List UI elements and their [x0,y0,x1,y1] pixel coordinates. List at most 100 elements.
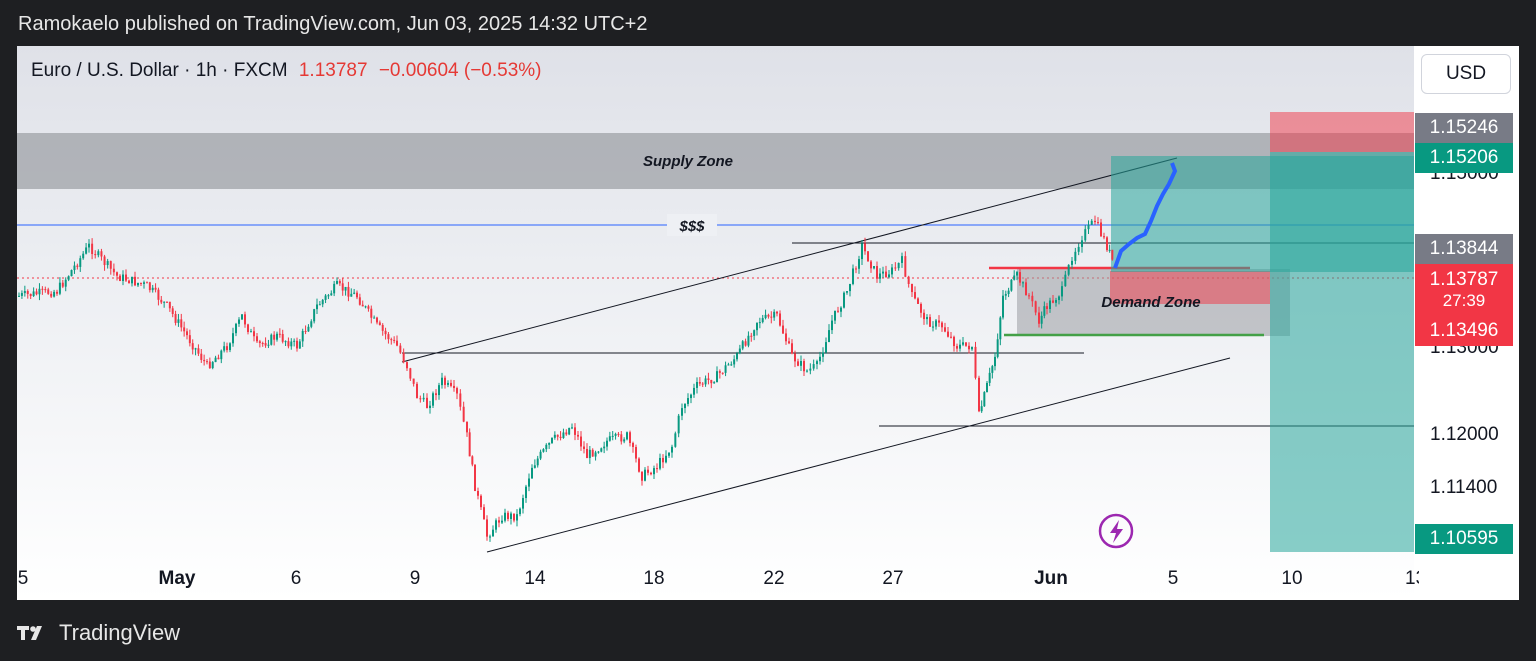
candle-body [980,406,983,412]
candle-body [935,320,937,327]
brand[interactable]: TradingView [17,620,180,646]
candle-body [707,378,710,380]
candle-body [681,408,683,416]
candle-body [253,331,255,337]
candle-body [489,536,491,538]
liquidity-label-bg [667,214,717,236]
candle-body [336,281,338,284]
candle-body [870,261,872,269]
candle-body [738,348,741,354]
candle-body [879,273,881,279]
candle-body [1028,295,1030,297]
candle-body [53,291,56,297]
candle-body [626,432,628,440]
candle-body [381,324,384,331]
candle-body [1052,300,1054,303]
candle-body [226,346,228,351]
lightning-icon[interactable] [1098,513,1134,549]
candle-body [197,348,200,354]
candle-body [168,301,171,309]
candle-body [154,287,157,290]
candle-body [91,243,94,255]
candle-body [837,310,839,312]
candle-body [373,317,376,319]
candle-body [687,398,689,404]
candle-body [583,446,585,449]
candle-body [1067,264,1070,275]
candle-body [20,293,23,296]
price-tag-target: 1.10595 [1415,524,1513,554]
candle-body [756,322,758,331]
candle-body [696,381,698,388]
candle-body [281,334,284,342]
candle-body [327,295,330,297]
candle-body [677,415,680,434]
symbol-legend[interactable]: Euro / U.S. Dollar · 1h · FXCM 1.13787 −… [31,60,542,82]
candle-body [904,256,907,277]
candle-body [483,507,485,520]
candle-body [1010,279,1013,291]
candle-body [522,498,524,509]
candle-body [620,434,623,442]
candle-body [284,341,287,343]
candle-body [542,449,545,452]
candle-body [310,321,313,327]
candle-body [313,309,316,322]
candle-body [779,313,781,326]
candle-body [67,276,70,280]
currency-button[interactable]: USD [1421,54,1511,94]
publish-header: Ramokaelo published on TradingView.com, … [0,0,1536,46]
price-tag-resistance: 1.13844 [1415,234,1513,264]
time-label: 18 [643,568,665,589]
candle-body [166,301,168,303]
candle-body [741,341,744,349]
candle-body [917,298,919,304]
candle-body [70,270,73,277]
candle-body [606,440,608,447]
candle-body [797,361,799,366]
candle-body [803,361,805,372]
candle-body [730,364,733,366]
candle-body [261,343,264,345]
candle-body [999,317,1002,340]
candle-body [600,448,603,452]
candle-body [492,529,494,537]
candle-body [704,378,707,385]
candle-body [38,288,41,295]
candle-body [507,512,509,519]
candle-body [223,346,226,351]
candle-body [435,393,437,396]
price-chart[interactable]: Supply Zone $$$ Demand Zone [17,46,1519,600]
candle-body [536,458,539,466]
channel-lower-line [486,357,1231,553]
candle-body [812,364,815,369]
candle-body [996,339,999,357]
tradingview-logo-icon [17,624,51,642]
candle-body [721,372,724,374]
candle-body [399,345,402,353]
candle-body [384,330,387,335]
candle-body [318,304,321,306]
candle-body [232,333,234,344]
last-price: 1.13787 [298,60,368,81]
candle-body [556,434,559,437]
brand-name: TradingView [59,620,181,645]
candle-body [968,345,970,350]
candle-body [577,434,579,437]
candle-body [387,334,390,340]
chart-pane[interactable]: Supply Zone $$$ Demand Zone [17,46,1519,600]
candle-body [623,439,626,442]
candle-body [82,253,85,259]
candle-body [733,359,736,365]
candle-body [61,282,64,287]
candle-body [953,336,955,347]
candle-body [632,442,634,448]
candle-body [122,274,124,281]
candle-body [103,256,106,266]
candle-body [782,325,784,334]
candle-body [1007,290,1010,295]
candle-body [273,334,276,340]
candle-body [151,287,154,291]
candle-body [1064,274,1067,287]
candle-body [163,301,166,303]
